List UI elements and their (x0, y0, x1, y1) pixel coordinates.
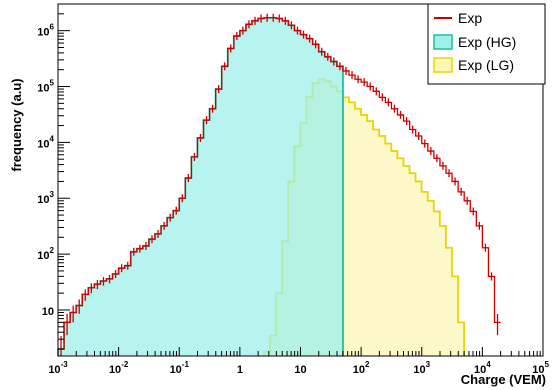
legend-swatch-exp-hg (433, 34, 453, 50)
series-exp (58, 13, 501, 356)
x-tick-label: 104 (474, 360, 491, 376)
histogram-fill-exp-hg (58, 17, 343, 357)
x-tick-label: 10-3 (48, 360, 68, 376)
x-tick-label: 10 (294, 364, 306, 376)
x-tick-label: 10-2 (109, 360, 129, 376)
x-tick-label: 1 (237, 364, 243, 376)
legend-label-exp: Exp (458, 10, 482, 26)
legend-label-exp-hg: Exp (HG) (458, 34, 516, 50)
y-tick-label: 10 (42, 306, 54, 318)
y-axis-title: frequency (a.u) (9, 78, 24, 171)
x-tick-label: 10-1 (170, 360, 190, 376)
exp-line (58, 17, 501, 350)
y-tick-label: 106 (37, 23, 54, 39)
y-tick-label: 105 (37, 79, 54, 95)
y-tick-label: 104 (37, 134, 54, 150)
legend: Exp Exp (HG) Exp (LG) (427, 3, 546, 85)
series-exp-hg (57, 16, 344, 357)
y-tick-label: 102 (37, 246, 54, 262)
legend-label-exp-lg: Exp (LG) (458, 57, 514, 73)
y-tick-label: 103 (37, 190, 54, 206)
tick-labels: 10-3 10-2 10-1 1 10 102 103 104 105 10 102 103 104 10… (37, 23, 549, 376)
x-tick-label: 105 (532, 360, 549, 376)
x-tick-label: 103 (413, 360, 430, 376)
axes (57, 3, 544, 357)
x-tick-label: 102 (353, 360, 370, 376)
legend-swatch-exp-lg (433, 57, 453, 73)
x-axis-title: Charge (VEM) (461, 372, 546, 387)
